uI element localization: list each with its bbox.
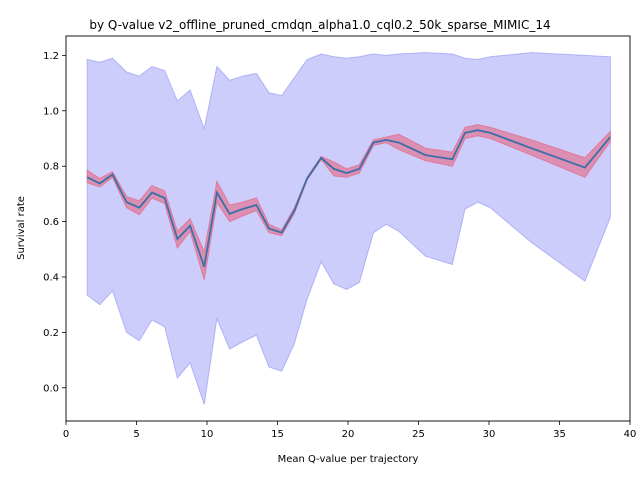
x-tick-label: 0 (63, 429, 69, 440)
x-tick-label: 15 (271, 429, 284, 440)
x-tick-label: 25 (412, 429, 425, 440)
inner-confidence-band (86, 124, 611, 280)
plot-area (86, 52, 611, 405)
chart-title: by Q-value v2_offline_pruned_cmdqn_alpha… (89, 18, 550, 32)
y-tick-label: 0.4 (43, 272, 59, 283)
x-axis-label: Mean Q-value per trajectory (278, 454, 419, 465)
y-axis-ticks: 0.0 0.2 0.4 0.6 0.8 1.0 1.2 (43, 51, 66, 394)
survival-rate-line (86, 129, 611, 267)
x-tick-label: 20 (342, 429, 355, 440)
x-tick-label: 35 (553, 429, 566, 440)
y-tick-label: 1.0 (43, 106, 59, 117)
y-tick-label: 0.6 (43, 217, 59, 228)
x-tick-label: 40 (624, 429, 637, 440)
y-tick-label: 0.2 (43, 328, 59, 339)
x-tick-label: 5 (133, 429, 139, 440)
x-axis-ticks: 0 5 10 15 20 25 30 35 40 (63, 421, 637, 440)
x-tick-label: 10 (201, 429, 214, 440)
outer-confidence-band (86, 52, 611, 405)
y-tick-label: 1.2 (43, 51, 59, 62)
y-tick-label: 0.0 (43, 383, 59, 394)
y-axis-label: Survival rate (16, 196, 27, 260)
y-tick-label: 0.8 (43, 162, 59, 173)
x-tick-label: 30 (483, 429, 496, 440)
